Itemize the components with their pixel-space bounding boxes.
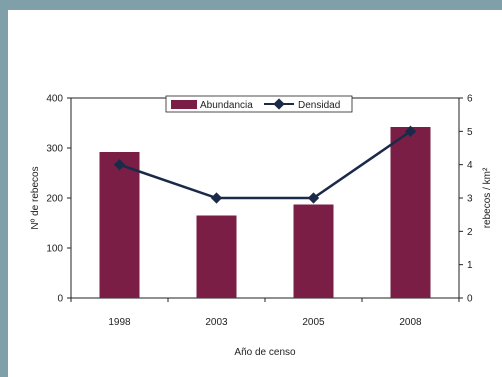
y-right-tick-label: 1: [467, 260, 473, 271]
y-left-tick-label: 100: [46, 244, 63, 255]
y-axis-label-right: rebecos / km²: [482, 167, 493, 228]
y-left-ticks: 0 100 200 300 400: [46, 94, 71, 305]
densidad-point-2005: [307, 192, 320, 204]
bars-group: [99, 127, 431, 298]
bar-1998: [99, 152, 140, 298]
legend-label-densidad: Densidad: [298, 100, 340, 111]
legend-swatch-abundancia: [171, 100, 197, 109]
x-tick-label: 2003: [205, 317, 228, 328]
x-tick-label: 2005: [302, 317, 325, 328]
y-right-tick-label: 6: [467, 94, 473, 105]
y-right-ticks: 0 1 2 3 4 5 6: [459, 94, 473, 305]
densidad-point-2008: [404, 125, 417, 137]
y-right-tick-label: 2: [467, 227, 473, 238]
y-right-tick-label: 4: [467, 160, 473, 171]
y-left-tick-label: 0: [57, 294, 63, 305]
legend-label-abundancia: Abundancia: [200, 100, 253, 111]
y-right-tick-label: 5: [467, 127, 473, 138]
line-series-group: [113, 125, 417, 204]
bar-2008: [390, 127, 431, 298]
legend: Abundancia Densidad: [165, 95, 353, 113]
bar-2003: [196, 215, 237, 298]
y-left-tick-label: 400: [46, 94, 63, 105]
y-left-tick-label: 300: [46, 144, 63, 155]
x-axis-label: Año de censo: [234, 347, 296, 358]
densidad-line: [119, 130, 412, 200]
x-ticks: 1998 2003 2005 2008: [70, 298, 460, 328]
x-tick-label: 1998: [108, 317, 131, 328]
y-axis-label-left: Nº de rebecos: [30, 166, 41, 229]
x-tick-label: 2008: [399, 317, 422, 328]
y-left-tick-label: 200: [46, 194, 63, 205]
bar-2005: [293, 204, 334, 298]
legend-box: [165, 95, 353, 113]
y-right-tick-label: 0: [467, 294, 473, 305]
densidad-point-2003: [210, 192, 223, 204]
y-right-tick-label: 3: [467, 194, 473, 205]
